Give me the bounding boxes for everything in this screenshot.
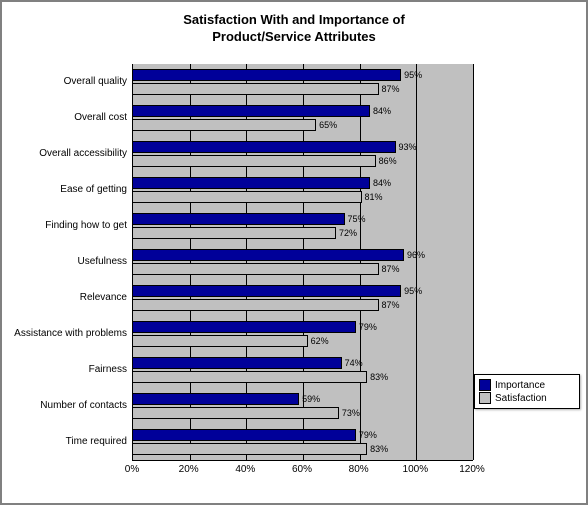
- value-label: 62%: [311, 336, 329, 346]
- bar-importance: [132, 393, 299, 405]
- value-label: 72%: [339, 228, 357, 238]
- value-label: 84%: [373, 178, 391, 188]
- x-tick-label: 100%: [395, 464, 435, 475]
- bar-satisfaction: [132, 155, 376, 167]
- legend-item-satisfaction: Satisfaction: [479, 392, 575, 404]
- value-label: 81%: [365, 192, 383, 202]
- x-tick-label: 0%: [112, 464, 152, 475]
- category-label: Overall cost: [7, 112, 127, 123]
- category-label: Usefulness: [7, 256, 127, 267]
- bar-satisfaction: [132, 191, 362, 203]
- x-tick-label: 120%: [452, 464, 492, 475]
- bar-satisfaction: [132, 299, 379, 311]
- x-tick-label: 80%: [339, 464, 379, 475]
- title-line-1: Satisfaction With and Importance of: [183, 12, 405, 27]
- chart-title: Satisfaction With and Importance of Prod…: [2, 2, 586, 46]
- bar-importance: [132, 357, 342, 369]
- grid-line: [360, 64, 361, 460]
- category-label: Fairness: [7, 364, 127, 375]
- bar-importance: [132, 429, 356, 441]
- category-label: Number of contacts: [7, 400, 127, 411]
- bar-satisfaction: [132, 335, 308, 347]
- bar-satisfaction: [132, 119, 316, 131]
- grid-line: [416, 64, 417, 460]
- x-tick-label: 20%: [169, 464, 209, 475]
- value-label: 83%: [370, 444, 388, 454]
- bar-importance: [132, 321, 356, 333]
- value-label: 86%: [379, 156, 397, 166]
- value-label: 83%: [370, 372, 388, 382]
- value-label: 87%: [382, 84, 400, 94]
- category-label: Relevance: [7, 292, 127, 303]
- value-label: 95%: [404, 286, 422, 296]
- value-label: 75%: [348, 214, 366, 224]
- legend-item-importance: Importance: [479, 379, 575, 391]
- legend-label-satisfaction: Satisfaction: [495, 393, 547, 404]
- value-label: 74%: [345, 358, 363, 368]
- bar-satisfaction: [132, 443, 367, 455]
- bar-importance: [132, 249, 404, 261]
- bar-importance: [132, 177, 370, 189]
- bar-satisfaction: [132, 263, 379, 275]
- bar-satisfaction: [132, 227, 336, 239]
- legend-swatch-importance: [479, 379, 491, 391]
- value-label: 87%: [382, 300, 400, 310]
- legend: Importance Satisfaction: [474, 374, 580, 409]
- value-label: 79%: [359, 322, 377, 332]
- bar-satisfaction: [132, 371, 367, 383]
- value-label: 96%: [407, 250, 425, 260]
- bar-satisfaction: [132, 407, 339, 419]
- category-label: Overall quality: [7, 76, 127, 87]
- value-label: 84%: [373, 106, 391, 116]
- value-label: 59%: [302, 394, 320, 404]
- bar-importance: [132, 213, 345, 225]
- bar-satisfaction: [132, 83, 379, 95]
- title-line-2: Product/Service Attributes: [212, 29, 376, 44]
- bar-importance: [132, 141, 396, 153]
- category-label: Overall accessibility: [7, 148, 127, 159]
- legend-swatch-satisfaction: [479, 392, 491, 404]
- chart-container: Satisfaction With and Importance of Prod…: [0, 0, 588, 505]
- value-label: 95%: [404, 70, 422, 80]
- value-label: 65%: [319, 120, 337, 130]
- value-label: 87%: [382, 264, 400, 274]
- category-label: Time required: [7, 436, 127, 447]
- category-label: Ease of getting: [7, 184, 127, 195]
- bar-importance: [132, 69, 401, 81]
- x-tick-label: 60%: [282, 464, 322, 475]
- value-label: 93%: [399, 142, 417, 152]
- legend-label-importance: Importance: [495, 380, 545, 391]
- x-tick-label: 40%: [225, 464, 265, 475]
- bar-importance: [132, 105, 370, 117]
- value-label: 79%: [359, 430, 377, 440]
- value-label: 73%: [342, 408, 360, 418]
- category-label: Assistance with problems: [7, 328, 127, 339]
- bar-importance: [132, 285, 401, 297]
- category-label: Finding how to get: [7, 220, 127, 231]
